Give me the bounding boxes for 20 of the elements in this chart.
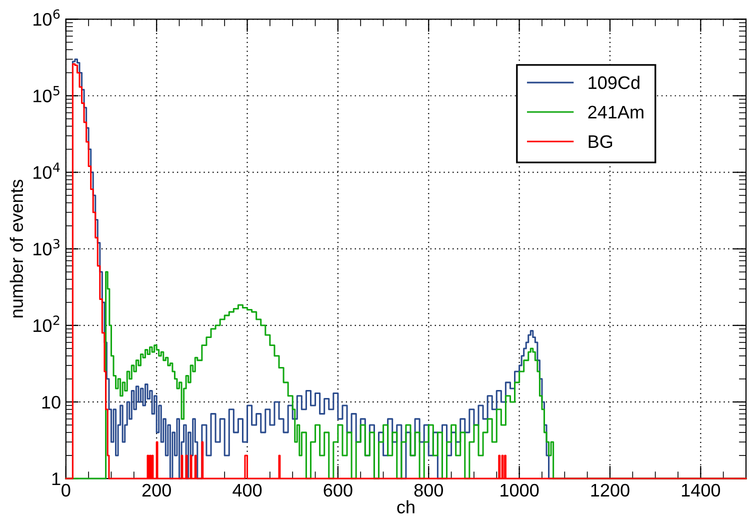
y-tick-label: 1 — [52, 472, 60, 486]
x-axis-title: ch — [397, 500, 414, 514]
x-tick-label: 1000 — [500, 484, 539, 497]
x-tick-label: 1400 — [682, 484, 720, 497]
y-tick-label: 10$^{4}$ — [34, 162, 60, 179]
legend-label: 241Am — [588, 106, 644, 118]
y-tick-label: 10 — [42, 396, 60, 409]
x-tick-label: 200 — [142, 484, 171, 497]
x-tick-label: 1200 — [591, 484, 630, 497]
legend-label: BG — [588, 135, 612, 148]
legend-label: 109Cd — [588, 76, 640, 90]
x-tick-label: 600 — [324, 484, 352, 497]
y-tick-label: 10$^{2}$ — [34, 316, 60, 332]
x-tick-label: 400 — [232, 484, 262, 497]
x-tick-label: 0 — [62, 484, 70, 497]
y-axis-title: number of events — [10, 180, 24, 318]
y-tick-label: 10$^{5}$ — [34, 86, 60, 102]
x-tick-label: 800 — [414, 484, 443, 497]
y-tick-label: 10$^{3}$ — [34, 238, 60, 256]
y-tick-label: 10$^{6}$ — [34, 9, 60, 26]
